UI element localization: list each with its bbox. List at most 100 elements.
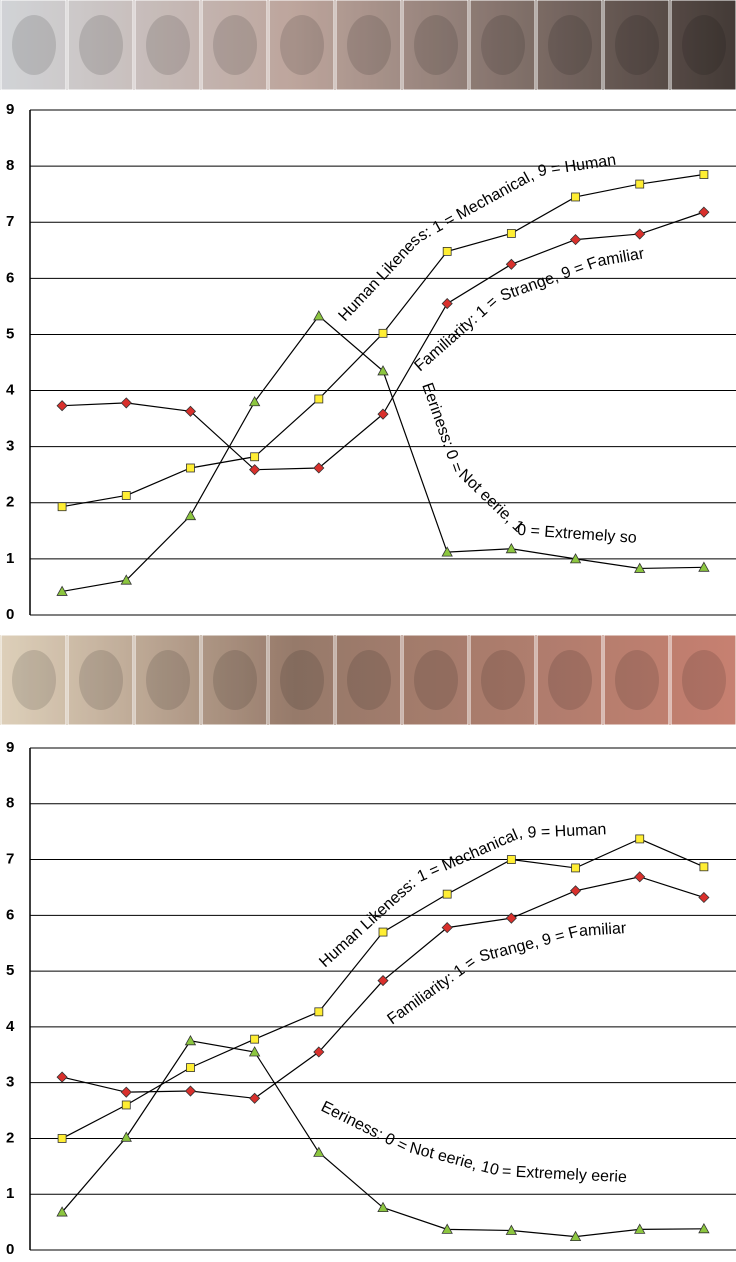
y-tick-label: 9 <box>6 101 14 118</box>
marker <box>699 207 709 217</box>
y-tick-label: 9 <box>6 739 14 756</box>
marker <box>185 511 195 520</box>
marker <box>57 1072 67 1082</box>
marker <box>314 1147 324 1156</box>
page: {"chart_data": [ {"type": "line", "categ… <box>0 0 736 1262</box>
series-annotation: Familiarity: 1 = Strange, 9 = Familiar <box>384 920 627 1028</box>
marker <box>635 229 645 239</box>
photo-face <box>213 15 257 75</box>
marker <box>186 464 194 472</box>
marker <box>506 544 516 553</box>
y-tick-label: 2 <box>6 1129 14 1146</box>
marker <box>636 835 644 843</box>
photo-face <box>12 15 56 75</box>
marker <box>122 491 130 499</box>
series-line <box>62 316 704 592</box>
y-tick-label: 6 <box>6 269 14 286</box>
photo-face <box>146 650 190 710</box>
marker <box>635 872 645 882</box>
marker <box>572 193 580 201</box>
marker <box>186 1064 194 1072</box>
photo-face <box>347 650 391 710</box>
series-line <box>62 175 704 507</box>
photo-face <box>213 650 257 710</box>
marker <box>507 229 515 237</box>
marker <box>58 503 66 511</box>
photo-face <box>12 650 56 710</box>
marker <box>251 1035 259 1043</box>
marker <box>506 259 516 269</box>
y-tick-label: 1 <box>6 550 14 567</box>
photo-face <box>414 650 458 710</box>
photo-face <box>615 15 659 75</box>
marker <box>185 1086 195 1096</box>
chart: 0123456789Human Likeness: 1 = Mechanical… <box>0 0 736 1262</box>
y-tick-label: 0 <box>6 606 14 623</box>
photo-face <box>548 650 592 710</box>
y-tick-label: 8 <box>6 157 14 174</box>
marker <box>442 299 452 309</box>
photo-face <box>548 15 592 75</box>
photo-face <box>414 15 458 75</box>
marker <box>700 863 708 871</box>
marker <box>121 398 131 408</box>
marker <box>571 235 581 245</box>
photo-strip <box>0 0 736 90</box>
marker <box>121 1087 131 1097</box>
photo-strip <box>0 635 736 725</box>
marker <box>443 890 451 898</box>
photo-face <box>146 15 190 75</box>
series-label: Eeriness: 0 = Not eerie, 10 = Extremely … <box>418 381 637 547</box>
marker <box>250 1093 260 1103</box>
series-annotation: Familiarity: 1 = Strange, 9 = Familiar <box>411 245 646 375</box>
series-annotation: Eeriness: 0 = Not eerie, 10 = Extremely … <box>318 1098 627 1186</box>
marker <box>250 397 260 406</box>
photo-face <box>682 650 726 710</box>
marker <box>507 856 515 864</box>
y-tick-label: 5 <box>6 962 14 979</box>
y-tick-label: 4 <box>6 1018 15 1035</box>
marker <box>315 395 323 403</box>
marker <box>379 329 387 337</box>
marker <box>636 180 644 188</box>
series-label: Eeriness: 0 = Not eerie, 10 = Extremely … <box>318 1098 627 1186</box>
photo-face <box>481 15 525 75</box>
marker <box>571 886 581 896</box>
marker <box>700 171 708 179</box>
photo-face <box>280 650 324 710</box>
y-tick-label: 1 <box>6 1185 14 1202</box>
y-tick-label: 0 <box>6 1241 14 1258</box>
marker <box>314 311 324 320</box>
marker <box>315 1008 323 1016</box>
series-label: Familiarity: 1 = Strange, 9 = Familiar <box>384 920 627 1028</box>
series-annotation: Eeriness: 0 = Not eerie, 10 = Extremely … <box>418 381 637 547</box>
marker <box>572 864 580 872</box>
y-tick-label: 8 <box>6 795 14 812</box>
marker <box>379 928 387 936</box>
photo-face <box>481 650 525 710</box>
marker <box>443 247 451 255</box>
y-tick-label: 4 <box>6 382 15 399</box>
marker <box>185 1036 195 1045</box>
marker <box>506 913 516 923</box>
y-tick-label: 5 <box>6 325 14 342</box>
photo-face <box>79 650 123 710</box>
marker <box>122 1101 130 1109</box>
marker <box>121 1132 131 1141</box>
y-tick-label: 3 <box>6 438 14 455</box>
y-tick-label: 6 <box>6 906 14 923</box>
marker <box>57 401 67 411</box>
y-tick-label: 7 <box>6 213 14 230</box>
series-line <box>62 212 704 470</box>
photo-face <box>682 15 726 75</box>
series-label: Familiarity: 1 = Strange, 9 = Familiar <box>411 245 646 375</box>
y-tick-label: 7 <box>6 851 14 868</box>
marker <box>58 1134 66 1142</box>
photo-face <box>615 650 659 710</box>
marker <box>699 892 709 902</box>
y-tick-label: 2 <box>6 494 14 511</box>
photo-face <box>79 15 123 75</box>
y-tick-label: 3 <box>6 1074 14 1091</box>
photo-face <box>280 15 324 75</box>
marker <box>251 453 259 461</box>
